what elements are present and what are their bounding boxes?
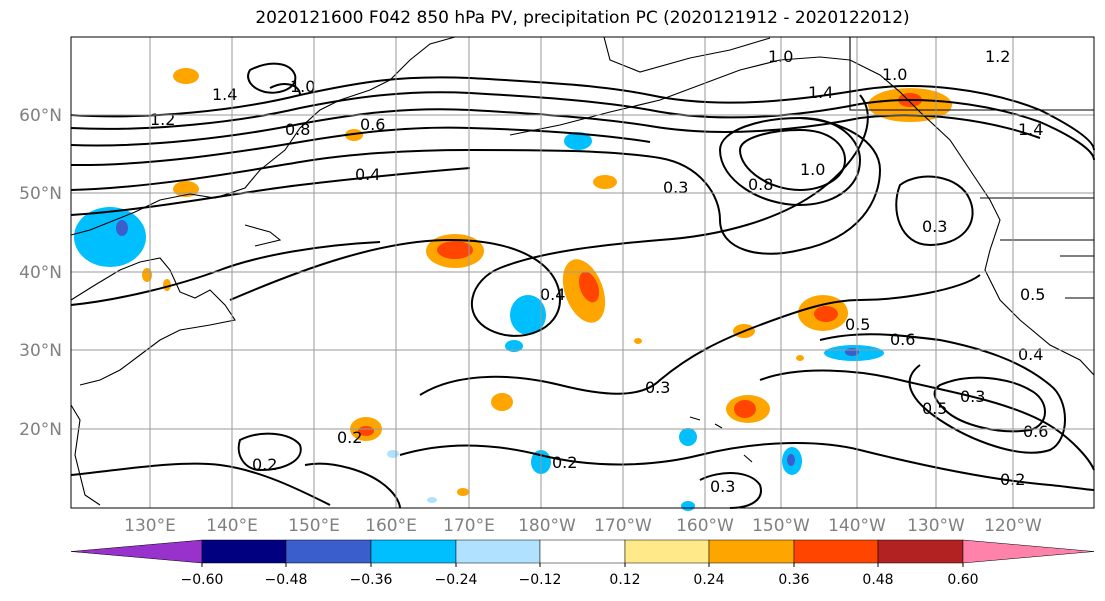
contour-label: 1.4 xyxy=(212,85,237,104)
colorbar-segment xyxy=(793,539,879,564)
lat-label: 30°N xyxy=(19,341,62,361)
lat-label: 40°N xyxy=(19,263,62,283)
colorbar-segment xyxy=(539,539,626,564)
colorbar-segment xyxy=(70,539,203,564)
colorbar-tick-label: 0.24 xyxy=(693,572,724,588)
contour-label: 0.5 xyxy=(922,399,947,418)
contour-label: 0.4 xyxy=(540,285,565,304)
contour-label: 1.0 xyxy=(882,65,907,84)
contour-label: 0.8 xyxy=(285,120,310,139)
contour-label: 0.8 xyxy=(748,175,773,194)
lon-label: 140°W xyxy=(828,516,886,536)
colorbar-segment xyxy=(285,539,372,564)
colorbar-tick-label: 0.12 xyxy=(609,572,640,588)
lat-label: 20°N xyxy=(19,420,62,440)
colorbar-tick-label: −0.60 xyxy=(181,572,224,588)
colorbar-segment xyxy=(962,539,1095,564)
lon-label: 160°W xyxy=(676,516,734,536)
contour-label: 0.5 xyxy=(1020,285,1045,304)
lon-label: 130°E xyxy=(124,516,176,536)
contour-label: 1.0 xyxy=(800,160,825,179)
colorbar-segment xyxy=(201,539,287,564)
colorbar-tick-label: 0.48 xyxy=(862,572,893,588)
contour-label: 1.0 xyxy=(290,77,315,96)
contour-label: 0.6 xyxy=(360,115,385,134)
pv-contours xyxy=(70,62,1095,509)
colorbar-segment xyxy=(877,539,964,564)
contour-label: 0.5 xyxy=(845,315,870,334)
contour-label: 0.4 xyxy=(355,165,380,184)
lon-label: 170°E xyxy=(443,516,495,536)
lat-labels: 60°N 50°N 40°N 30°N 20°N xyxy=(19,106,62,440)
contour-label: 0.6 xyxy=(1023,422,1048,441)
lon-label: 140°E xyxy=(206,516,258,536)
contour-label: 1.4 xyxy=(1018,120,1043,139)
lon-label: 120°W xyxy=(984,516,1042,536)
precip-negative xyxy=(74,132,884,511)
contour-label: 0.3 xyxy=(710,477,735,496)
colorbar-segments xyxy=(70,539,1095,564)
colorbar-tick-label: 0.36 xyxy=(778,572,809,588)
colorbar-tick-label: −0.48 xyxy=(265,572,308,588)
chart-title: 2020121600 F042 850 hPa PV, precipitatio… xyxy=(255,8,910,28)
colorbar-segment xyxy=(455,539,541,564)
colorbar-tick-label: −0.36 xyxy=(350,572,393,588)
colorbar-tick-label: 0.60 xyxy=(947,572,978,588)
contour-label: 1.2 xyxy=(150,110,175,129)
contour-label: 1.2 xyxy=(985,47,1010,66)
lon-label: 130°W xyxy=(907,516,965,536)
colorbar-segment xyxy=(624,539,710,564)
lon-label: 150°W xyxy=(752,516,810,536)
gridlines xyxy=(71,37,1094,508)
contour-label: 0.3 xyxy=(663,178,688,197)
contour-labels: 1.4 1.0 0.8 0.6 0.4 1.2 1.0 1.4 1.0 1.0 … xyxy=(150,47,1048,496)
lat-label: 60°N xyxy=(19,106,62,126)
contour-label: 0.3 xyxy=(922,217,947,236)
colorbar-tick-labels: −0.60 −0.48 −0.36 −0.24 −0.12 0.12 0.24 … xyxy=(181,572,979,588)
contour-label: 0.2 xyxy=(252,455,277,474)
colorbar-ticks xyxy=(201,563,964,567)
colorbar-segment xyxy=(370,539,457,564)
contour-label: 0.6 xyxy=(890,330,915,349)
colorbar-tick-label: −0.12 xyxy=(519,572,562,588)
colorbar-segment xyxy=(708,539,795,564)
contour-label: 0.2 xyxy=(337,428,362,447)
contour-label: 0.3 xyxy=(960,387,985,406)
lon-label: 150°E xyxy=(288,516,340,536)
colorbar-tick-label: −0.24 xyxy=(435,572,478,588)
colorbar: −0.60 −0.48 −0.36 −0.24 −0.12 0.12 0.24 … xyxy=(70,539,1095,588)
contour-label: 0.4 xyxy=(1018,345,1043,364)
lon-label: 160°E xyxy=(365,516,417,536)
coastlines xyxy=(70,36,1095,506)
contour-label: 0.3 xyxy=(645,378,670,397)
map-frame xyxy=(70,36,1095,509)
lon-label: 180°W xyxy=(518,516,576,536)
lon-label: 170°W xyxy=(594,516,652,536)
contour-label: 1.4 xyxy=(808,83,833,102)
lat-label: 50°N xyxy=(19,184,62,204)
contour-label: 0.2 xyxy=(552,453,577,472)
lon-labels: 130°E 140°E 150°E 160°E 170°E 180°W 170°… xyxy=(124,516,1042,536)
